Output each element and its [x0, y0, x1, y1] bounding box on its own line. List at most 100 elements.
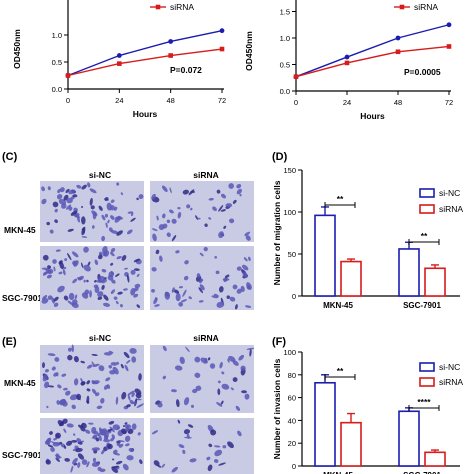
stained-cell: [91, 380, 100, 385]
stained-cell: [83, 246, 89, 253]
stained-cell: [232, 284, 238, 290]
stained-cell: [180, 299, 188, 303]
stained-cell: [107, 274, 114, 281]
stained-cell: [131, 423, 137, 430]
stained-cell: [164, 291, 170, 297]
stained-cell: [122, 425, 126, 427]
stained-cell: [115, 273, 120, 277]
micrograph-sgc7901-si-nc: [40, 418, 144, 474]
stained-cell: [229, 296, 236, 302]
stained-cell: [104, 197, 109, 201]
stained-cell: [246, 347, 255, 350]
stained-cell: [98, 365, 105, 372]
data-point-si-nc: [116, 53, 122, 58]
bar-sirna: [340, 421, 362, 467]
stained-cell: [51, 297, 55, 304]
micrograph-mkn45-si-nc: [40, 181, 144, 242]
stained-cell: [199, 284, 205, 291]
stained-cell: [127, 211, 134, 214]
stained-cell: [64, 258, 68, 262]
stained-cell: [101, 235, 106, 242]
stained-cell: [102, 245, 108, 254]
stained-cell: [105, 377, 111, 382]
stained-cell: [230, 387, 234, 391]
stained-cell: [223, 225, 227, 229]
stained-cell: [81, 216, 86, 225]
stained-cell: [42, 362, 45, 369]
y-tick-label: 0.0: [52, 85, 62, 94]
stained-cell: [173, 289, 180, 294]
stained-cell: [117, 291, 123, 295]
micrograph-mkn45-sirna: [150, 181, 254, 242]
legend-label: siRNA: [439, 204, 463, 214]
stained-cell: [184, 260, 189, 265]
stained-cell: [185, 346, 190, 353]
stained-cell: [80, 378, 83, 383]
stained-cell: [151, 228, 158, 232]
stained-cell: [186, 204, 191, 209]
stained-cell: [126, 455, 134, 461]
stained-cell: [236, 266, 242, 271]
stained-cell: [124, 435, 131, 442]
stained-cell: [49, 229, 54, 234]
micrograph-sgc7901-sirna: [150, 246, 254, 310]
stained-cell: [89, 197, 93, 206]
y-tick-label: 0.0: [280, 87, 290, 96]
stained-cell: [81, 292, 89, 299]
stained-cell: [206, 456, 211, 461]
stained-cell: [70, 465, 74, 473]
y-tick-label: 40: [288, 416, 296, 425]
stained-cell: [46, 405, 49, 409]
stained-cell: [203, 246, 208, 252]
stained-cell: [229, 218, 235, 224]
stained-cell: [77, 462, 81, 468]
significance-stars: **: [337, 194, 344, 204]
stained-cell: [219, 361, 223, 369]
micrograph-mkn45-si-nc: [40, 344, 144, 413]
stained-cell: [115, 300, 119, 305]
stained-cell: [130, 217, 136, 222]
stained-cell: [57, 285, 65, 293]
stained-cell: [151, 267, 157, 272]
y-tick-label: 50: [288, 250, 296, 259]
stained-cell: [130, 288, 136, 296]
stained-cell: [86, 279, 89, 283]
stained-cell: [50, 446, 55, 453]
legend-label: si-NC: [439, 188, 460, 198]
stained-cell: [86, 400, 90, 404]
stained-cell: [216, 189, 221, 194]
stained-cell: [44, 381, 50, 389]
panel-letter-f: (F): [272, 336, 286, 348]
panel-e-invasion-micrographs: (E) si-NC siRNA MKN-45 SGC-7901: [2, 333, 255, 474]
stained-cell: [101, 284, 105, 290]
stained-cell: [63, 387, 68, 391]
stained-cell: [198, 287, 204, 294]
stained-cell: [68, 347, 72, 352]
stained-cell: [89, 188, 97, 194]
stained-cell: [58, 198, 67, 205]
legend-label: siRNA: [170, 2, 194, 12]
stained-cell: [71, 439, 78, 443]
stained-cell: [194, 356, 201, 363]
stained-cell: [151, 430, 159, 435]
stained-cell: [44, 440, 49, 445]
stained-cell: [135, 398, 142, 401]
stained-cell: [108, 420, 115, 425]
stained-cell: [69, 394, 78, 401]
legend-swatch-si-nc: [419, 188, 435, 198]
stained-cell: [55, 432, 61, 439]
stained-cell: [110, 199, 115, 203]
stained-cell: [66, 423, 74, 428]
stained-cell: [154, 304, 160, 307]
stained-cell: [73, 356, 79, 363]
stained-cell: [47, 353, 56, 357]
stained-cell: [91, 426, 97, 434]
stained-cell: [92, 457, 97, 463]
stained-cell: [192, 388, 198, 394]
stained-cell: [103, 352, 112, 356]
stained-cell: [178, 286, 183, 289]
col-label-sirna: siRNA: [193, 170, 219, 180]
stained-cell: [91, 434, 99, 439]
stained-cell: [71, 404, 76, 410]
